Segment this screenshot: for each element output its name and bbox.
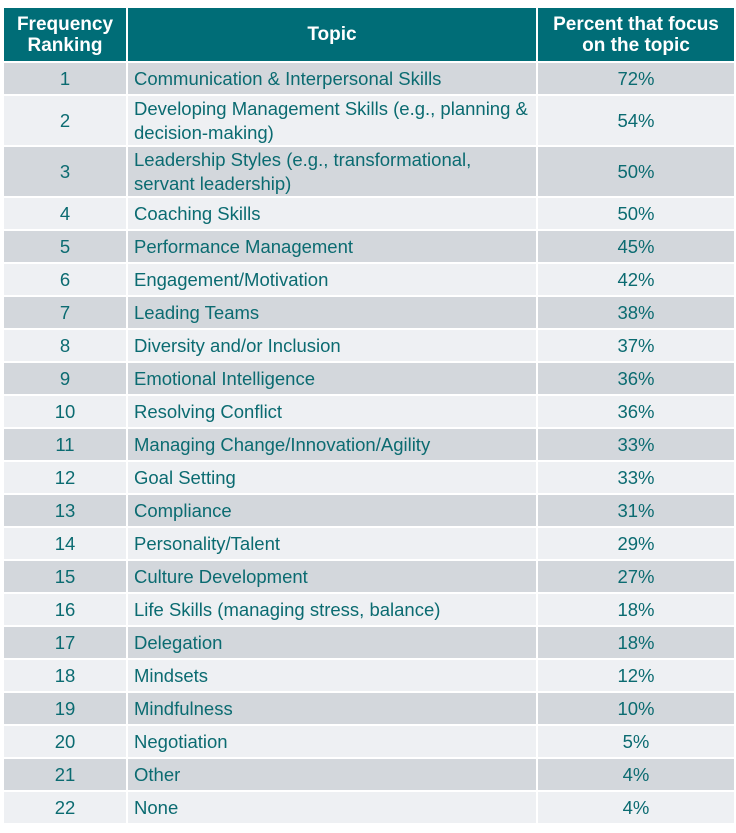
table-row: 8 Diversity and/or Inclusion 37%: [2, 328, 736, 363]
table-row: 14 Personality/Talent 29%: [2, 526, 736, 561]
percent-cell: 33%: [536, 460, 736, 495]
table-body: 1 Communication & Interpersonal Skills 72%…: [2, 61, 736, 825]
topic-cell: Developing Management Skills (e.g., plan…: [126, 94, 538, 147]
percent-cell: 45%: [536, 229, 736, 264]
table-row: 12 Goal Setting 33%: [2, 460, 736, 495]
table-row: 7 Leading Teams 38%: [2, 295, 736, 330]
percent-cell: 50%: [536, 145, 736, 198]
topic-cell: Leading Teams: [126, 295, 538, 330]
percent-cell: 27%: [536, 559, 736, 594]
topic-cell: Negotiation: [126, 724, 538, 759]
topic-cell: Mindfulness: [126, 691, 538, 726]
percent-cell: 18%: [536, 625, 736, 660]
table-row: 4 Coaching Skills 50%: [2, 196, 736, 231]
topic-cell: Culture Development: [126, 559, 538, 594]
topic-cell: Goal Setting: [126, 460, 538, 495]
table-row: 21 Other 4%: [2, 757, 736, 792]
rank-cell: 11: [2, 427, 128, 462]
percent-cell: 33%: [536, 427, 736, 462]
table-row: 16 Life Skills (managing stress, balance)…: [2, 592, 736, 627]
topic-cell: Diversity and/or Inclusion: [126, 328, 538, 363]
percent-cell: 10%: [536, 691, 736, 726]
table-row: 9 Emotional Intelligence 36%: [2, 361, 736, 396]
header-percent: Percent that focus on the topic: [536, 6, 736, 63]
topic-cell: Compliance: [126, 493, 538, 528]
rank-cell: 22: [2, 790, 128, 825]
table-row: 1 Communication & Interpersonal Skills 72%: [2, 61, 736, 96]
percent-cell: 36%: [536, 394, 736, 429]
percent-cell: 4%: [536, 757, 736, 792]
table-row: 22 None 4%: [2, 790, 736, 825]
rank-cell: 8: [2, 328, 128, 363]
percent-cell: 12%: [536, 658, 736, 693]
percent-cell: 4%: [536, 790, 736, 825]
topic-cell: Coaching Skills: [126, 196, 538, 231]
rank-cell: 4: [2, 196, 128, 231]
header-row: Frequency Ranking Topic Percent that foc…: [2, 6, 736, 63]
topic-cell: Emotional Intelligence: [126, 361, 538, 396]
rank-cell: 20: [2, 724, 128, 759]
topic-ranking-table-container: Frequency Ranking Topic Percent that foc…: [2, 6, 736, 825]
table-row: 10 Resolving Conflict 36%: [2, 394, 736, 429]
percent-cell: 36%: [536, 361, 736, 396]
percent-cell: 38%: [536, 295, 736, 330]
percent-cell: 31%: [536, 493, 736, 528]
rank-cell: 6: [2, 262, 128, 297]
topic-cell: Life Skills (managing stress, balance): [126, 592, 538, 627]
table-row: 2 Developing Management Skills (e.g., pla…: [2, 94, 736, 147]
topic-ranking-table: Frequency Ranking Topic Percent that foc…: [2, 6, 736, 825]
rank-cell: 1: [2, 61, 128, 96]
rank-cell: 13: [2, 493, 128, 528]
topic-cell: Personality/Talent: [126, 526, 538, 561]
table-row: 19 Mindfulness 10%: [2, 691, 736, 726]
table-row: 3 Leadership Styles (e.g., transformation…: [2, 145, 736, 198]
table-row: 20 Negotiation 5%: [2, 724, 736, 759]
rank-cell: 7: [2, 295, 128, 330]
rank-cell: 15: [2, 559, 128, 594]
rank-cell: 5: [2, 229, 128, 264]
topic-cell: Other: [126, 757, 538, 792]
rank-cell: 19: [2, 691, 128, 726]
rank-cell: 21: [2, 757, 128, 792]
percent-cell: 42%: [536, 262, 736, 297]
rank-cell: 16: [2, 592, 128, 627]
percent-cell: 5%: [536, 724, 736, 759]
topic-cell: Managing Change/Innovation/Agility: [126, 427, 538, 462]
table-row: 18 Mindsets 12%: [2, 658, 736, 693]
rank-cell: 18: [2, 658, 128, 693]
rank-cell: 10: [2, 394, 128, 429]
header-frequency-ranking: Frequency Ranking: [2, 6, 128, 63]
topic-cell: Engagement/Motivation: [126, 262, 538, 297]
table-row: 17 Delegation 18%: [2, 625, 736, 660]
table-row: 11 Managing Change/Innovation/Agility 33%: [2, 427, 736, 462]
percent-cell: 72%: [536, 61, 736, 96]
percent-cell: 50%: [536, 196, 736, 231]
rank-cell: 14: [2, 526, 128, 561]
topic-cell: None: [126, 790, 538, 825]
table-header: Frequency Ranking Topic Percent that foc…: [2, 6, 736, 63]
table-row: 5 Performance Management 45%: [2, 229, 736, 264]
rank-cell: 3: [2, 145, 128, 198]
rank-cell: 2: [2, 94, 128, 147]
topic-cell: Delegation: [126, 625, 538, 660]
percent-cell: 54%: [536, 94, 736, 147]
rank-cell: 17: [2, 625, 128, 660]
topic-cell: Communication & Interpersonal Skills: [126, 61, 538, 96]
rank-cell: 12: [2, 460, 128, 495]
percent-cell: 18%: [536, 592, 736, 627]
topic-cell: Leadership Styles (e.g., transformationa…: [126, 145, 538, 198]
topic-cell: Mindsets: [126, 658, 538, 693]
table-row: 15 Culture Development 27%: [2, 559, 736, 594]
table-row: 13 Compliance 31%: [2, 493, 736, 528]
rank-cell: 9: [2, 361, 128, 396]
table-row: 6 Engagement/Motivation 42%: [2, 262, 736, 297]
topic-cell: Performance Management: [126, 229, 538, 264]
topic-cell: Resolving Conflict: [126, 394, 538, 429]
percent-cell: 37%: [536, 328, 736, 363]
header-topic: Topic: [126, 6, 538, 63]
percent-cell: 29%: [536, 526, 736, 561]
